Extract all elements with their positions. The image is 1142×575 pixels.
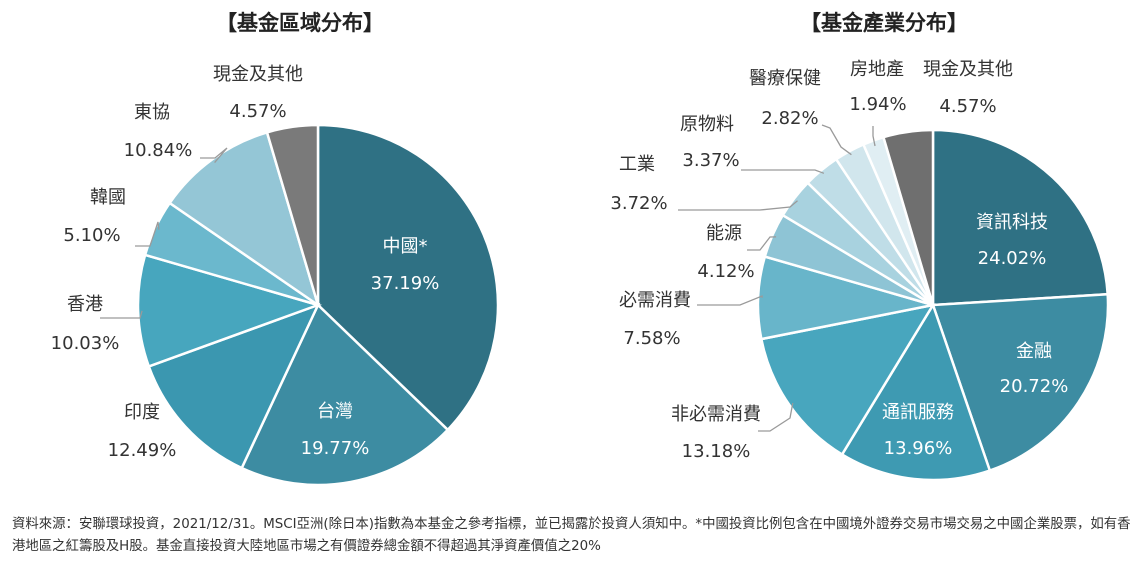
slice-label-value: 3.72% [610, 193, 667, 214]
slice-label-name: 能源 [706, 223, 742, 244]
pie-slice [265, 123, 320, 306]
slice-label-value: 20.72% [1000, 376, 1069, 397]
slice-label-value: 4.57% [939, 96, 996, 117]
leader-line [747, 236, 777, 251]
slice-label-value: 1.94% [849, 94, 906, 115]
leader-line [872, 126, 876, 147]
slice-label-name: 台灣 [317, 401, 353, 422]
slice-label-value: 13.18% [682, 441, 751, 462]
slice-label-value: 10.84% [124, 140, 193, 161]
slice-label-name: 必需消費 [619, 290, 691, 311]
chart-title: 【基金區域分布】 [216, 11, 384, 35]
slice-label-name: 通訊服務 [882, 402, 954, 423]
pie-slice [240, 302, 450, 487]
leader-line [100, 310, 143, 319]
leader-line [135, 221, 160, 247]
slice-label-name: 現金及其他 [213, 64, 303, 85]
slice-label-value: 13.96% [884, 438, 953, 459]
leader-line [678, 200, 798, 211]
leader-line [758, 402, 794, 432]
slice-label-name: 房地產 [850, 59, 904, 80]
source-footnote: 資料來源：安聯環球投資，2021/12/31。MSCI亞洲(除日本)指數為本基金… [12, 517, 1131, 554]
slice-label-value: 4.57% [229, 101, 286, 122]
chart-title: 【基金產業分布】 [800, 11, 968, 35]
slice-label-value: 19.77% [301, 438, 370, 459]
slice-label-value: 3.37% [682, 150, 739, 171]
slice-label-value: 24.02% [978, 248, 1047, 269]
slice-label-name: 中國* [383, 236, 428, 257]
slice-label-name: 醫療保健 [749, 68, 821, 89]
slice-label-name: 現金及其他 [923, 59, 1013, 80]
slice-label-value: 37.19% [371, 273, 440, 294]
charts-canvas: 【基金區域分布】中國* 37.19% 台灣 19.77% 印度 12.49% 香港 10.03… [51, 11, 1110, 487]
slice-label-value: 2.82% [761, 108, 818, 129]
pie-slice [316, 123, 500, 432]
slice-label-name: 工業 [619, 154, 655, 175]
slice-label-name: 原物料 [680, 114, 734, 135]
pie-slice [840, 302, 992, 482]
slice-label-value: 4.12% [697, 261, 754, 282]
slice-label-name: 香港 [67, 294, 103, 315]
slice-label-value: 5.10% [63, 225, 120, 246]
slice-label-name: 印度 [124, 402, 160, 423]
slice-label-value: 12.49% [108, 440, 177, 461]
leader-line [697, 295, 763, 306]
leader-line [741, 169, 825, 174]
slice-label-value: 7.58% [623, 328, 680, 349]
slice-label-name: 東協 [134, 102, 170, 123]
pie-chart-1: 【基金區域分布】中國* 37.19% 台灣 19.77% 印度 12.49% 香港 10.03… [51, 11, 500, 487]
pie-slice [759, 303, 936, 457]
pie-slice [136, 253, 323, 369]
pie-slice [881, 128, 935, 306]
leader-line [821, 124, 852, 156]
pie-slice [167, 130, 321, 309]
leader-line [200, 147, 228, 164]
slice-label-name: 非必需消費 [671, 404, 761, 425]
pie-slice [931, 292, 1110, 473]
slice-label-name: 金融 [1016, 341, 1052, 362]
slice-label-value: 10.03% [51, 333, 120, 354]
pie-slice [931, 128, 1109, 307]
slice-label-name: 韓國 [90, 187, 126, 208]
pie-slice [147, 302, 321, 470]
slice-label-name: 資訊科技 [976, 212, 1048, 233]
pie-chart-2: 【基金產業分布】資訊科技 24.02% 金融 20.72% 通訊服務 13.96% 非必需消… [610, 11, 1110, 482]
